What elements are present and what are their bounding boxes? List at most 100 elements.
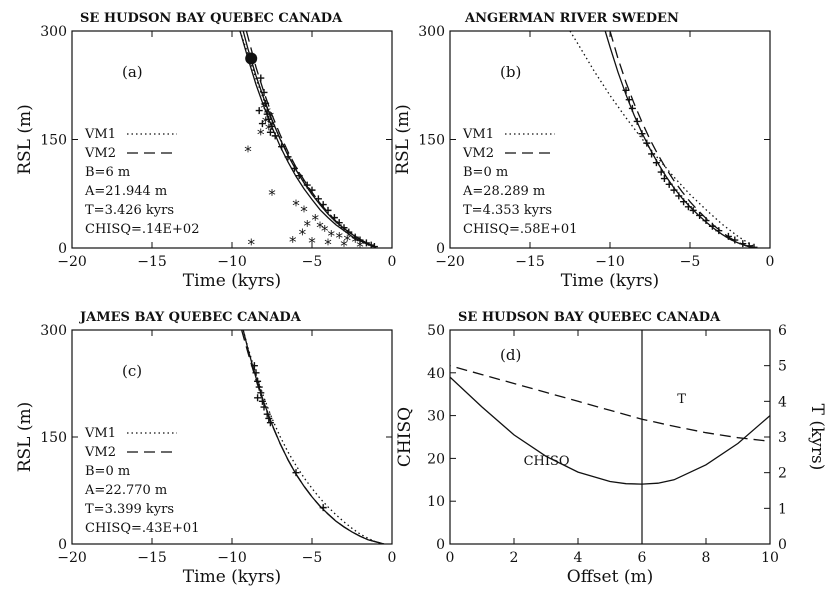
observation-cross-marker [290,164,298,172]
observation-star-marker: * [267,108,275,126]
observation-cross-marker [257,389,265,397]
fit-parameter-text: CHISQ=.58E+01 [463,222,577,237]
x-tick-label: 2 [510,550,519,566]
legend-label-vm2: VM2 [84,445,116,460]
observation-cross-marker [319,504,327,512]
y-right-tick-label: 5 [778,359,787,375]
y-right-tick-label: 3 [778,430,787,446]
observation-cross-marker [750,243,758,248]
observation-cross-marker [263,410,271,418]
observation-cross-marker [638,130,646,138]
observation-star-marker: * [340,237,348,255]
observation-star-marker: * [303,217,311,235]
observation-cross-marker [362,239,370,247]
observation-cross-marker [324,206,332,214]
y-right-tick-label: 6 [778,323,787,339]
observation-star-marker: * [265,121,273,139]
fit-parameter-text: A=21.944 m [84,184,167,199]
y-tick-label: 40 [427,366,445,382]
y-tick-label: 30 [427,409,445,425]
observation-cross-marker [266,419,274,427]
x-tick-label: 6 [638,550,647,566]
y-axis-label: RSL (m) [393,104,413,175]
fit-parameter-text: CHISQ=.43E+01 [85,521,199,536]
y-tick-label: 20 [427,451,445,467]
x-tick-label: 0 [388,550,397,566]
y-tick-label: 300 [40,323,67,339]
x-axis-label: Time (kyrs) [183,271,281,291]
observation-star-marker: * [247,236,255,254]
series-line-t [450,365,770,442]
fit-parameter-text: T=3.399 kyrs [85,502,174,517]
observation-star-marker: * [244,142,252,160]
observation-cross-marker [351,233,359,241]
y-tick-label: 0 [58,241,67,257]
observation-star-marker: * [263,104,271,122]
x-tick-label: −10 [595,254,625,270]
series-line-vm1 [242,330,385,544]
y-tick-label: 0 [436,241,445,257]
observation-cross-marker [303,181,311,189]
observation-cross-marker [262,99,270,107]
observation-star-marker: * [327,227,335,245]
y-right-tick-label: 1 [778,501,787,517]
observation-star-marker: * [351,233,359,251]
observation-cross-marker [633,117,641,125]
plot-area: ********** ** **** * * *** * * * ** [239,31,378,255]
observation-cross-marker [628,104,636,112]
plot-frame [449,329,771,545]
x-tick-label: −5 [680,254,701,270]
legend-label-vm1: VM1 [84,127,116,142]
y-tick-label: 150 [40,133,67,149]
y-tick-label: 300 [418,24,445,40]
observation-star-marker: * [268,117,276,135]
observation-cross-marker [724,232,732,240]
observation-cross-marker [292,469,300,477]
panel-title: SE HUDSON BAY QUEBEC CANADA [458,310,721,325]
observation-cross-marker [308,186,316,194]
y-axis-label: RSL (m) [15,402,35,473]
fit-parameter-text: T=3.426 kyrs [85,203,174,218]
observation-star-marker: * [321,222,329,240]
observation-cross-marker [335,219,343,227]
observation-star-marker: * [324,236,332,254]
panel-letter: (b) [500,63,521,81]
observation-cross-marker [345,228,353,236]
observation-cross-marker [278,143,286,151]
observation-cross-marker [715,227,723,235]
y-tick-label: 50 [427,323,445,339]
observation-cross-marker [257,74,265,82]
observation-cross-marker [657,168,665,176]
fit-parameter-text: A=22.770 m [84,483,167,498]
plot-area [569,31,758,248]
observation-star-marker: * [262,113,270,131]
observation-cross-marker [271,132,279,140]
observation-star-marker: * [299,226,307,244]
observation-star-marker: * [257,126,265,144]
x-tick-label: 0 [766,254,775,270]
observation-cross-marker [367,241,375,248]
x-tick-label: 0 [446,550,455,566]
y-tick-label: 150 [418,133,445,149]
y-right-axis-label: T (kyrs) [807,404,827,471]
panel-b: ANGERMAN RIVER SWEDEN −20 −15 −10 −5 0 0 150 300… [393,11,774,291]
observation-cross-marker [265,414,273,422]
x-tick-label: 0 [388,254,397,270]
observation-star-marker: * [335,229,343,247]
observation-cross-marker [284,153,292,161]
observation-cross-marker [314,195,322,203]
observation-cross-marker [260,403,268,411]
y-tick-label: 300 [40,24,67,40]
x-tick-label: −20 [57,550,87,566]
observation-cross-marker [254,394,262,402]
x-tick-label: −15 [137,550,167,566]
series-line-chisq [450,376,770,485]
x-tick-label: −5 [302,254,323,270]
observation-star-marker: * [289,233,297,251]
legend-label-vm1: VM1 [84,426,116,441]
observation-star-marker: * [343,231,351,249]
observation-cross-marker [648,150,656,158]
panel-title: SE HUDSON BAY QUEBEC CANADA [80,11,343,26]
observation-cross-marker [675,192,683,200]
observation-cross-marker [680,198,688,206]
